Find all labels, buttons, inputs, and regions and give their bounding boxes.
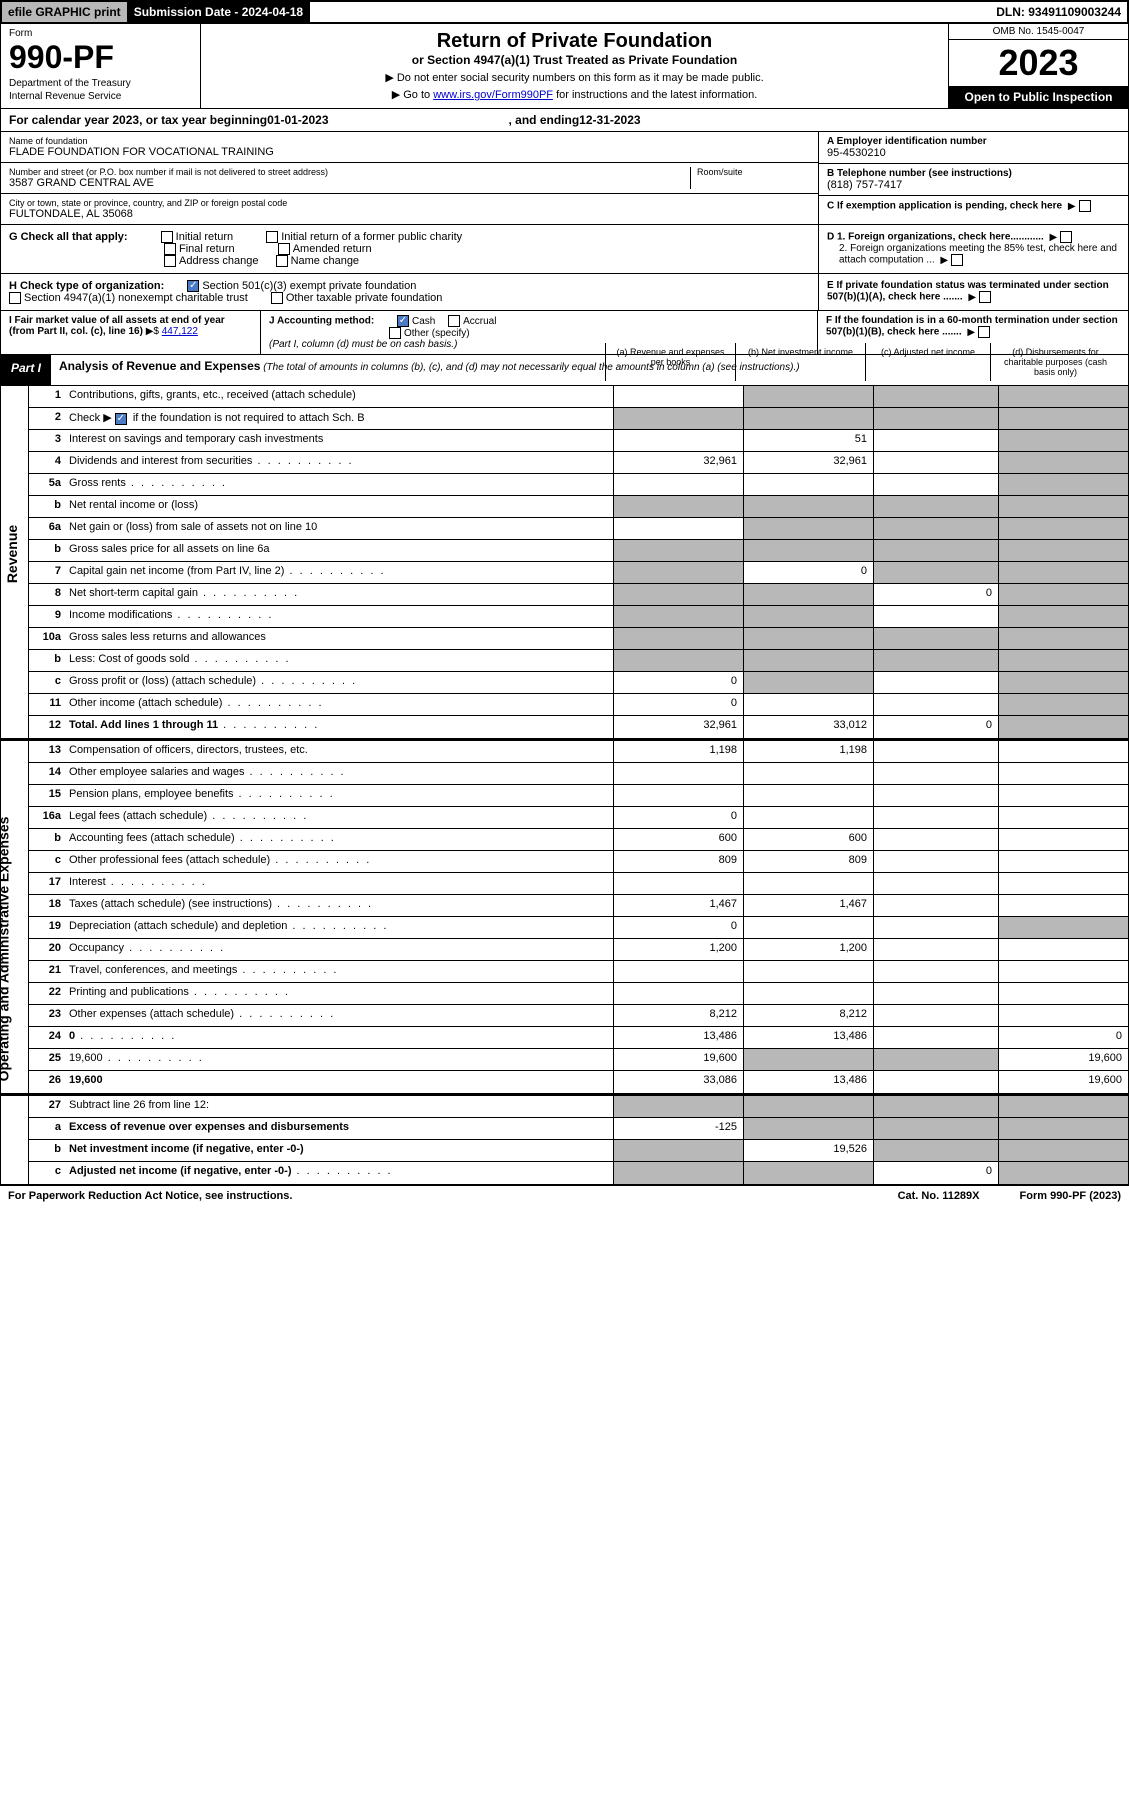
form-header: Form 990-PF Department of the Treasury I… (0, 24, 1129, 109)
check-section-g: G Check all that apply: Initial return I… (0, 225, 1129, 274)
opex-side-label: Operating and Administrative Expenses (0, 817, 11, 1082)
calendar-year-row: For calendar year 2023, or tax year begi… (0, 109, 1129, 132)
4947-checkbox[interactable] (9, 292, 21, 304)
final-return-checkbox[interactable] (164, 243, 176, 255)
d1-label: D 1. Foreign organizations, check here..… (827, 231, 1120, 243)
form-label: Form (9, 28, 192, 39)
exemption-pending-checkbox[interactable] (1079, 200, 1091, 212)
entity-info: Name of foundation FLADE FOUNDATION FOR … (0, 132, 1129, 225)
address-change-checkbox[interactable] (164, 255, 176, 267)
department: Department of the Treasury (9, 78, 192, 89)
cash-checkbox[interactable] (397, 315, 409, 327)
city-label: City or town, state or province, country… (9, 198, 810, 208)
revenue-side-label: Revenue (4, 525, 20, 583)
name-change-checkbox[interactable] (276, 255, 288, 267)
address: 3587 GRAND CENTRAL AVE (9, 177, 690, 189)
initial-return-checkbox[interactable] (161, 231, 173, 243)
initial-former-checkbox[interactable] (266, 231, 278, 243)
501c3-checkbox[interactable] (187, 280, 199, 292)
catalog-number: Cat. No. 11289X (898, 1190, 980, 1202)
schb-checkbox[interactable] (115, 413, 127, 425)
submission-date: Submission Date - 2024-04-18 (128, 2, 310, 22)
irs-label: Internal Revenue Service (9, 91, 192, 102)
foreign-org-checkbox[interactable] (1060, 231, 1072, 243)
col-c-header: (c) Adjusted net income (865, 343, 990, 381)
terminated-checkbox[interactable] (979, 291, 991, 303)
col-d-header: (d) Disbursements for charitable purpose… (990, 343, 1120, 381)
other-taxable-checkbox[interactable] (271, 292, 283, 304)
part1-title: Analysis of Revenue and Expenses (59, 359, 260, 373)
cash-basis-note: (Part I, column (d) must be on cash basi… (269, 339, 457, 350)
top-bar: efile GRAPHIC print Submission Date - 20… (0, 0, 1129, 24)
form-ref: Form 990-PF (2023) (1020, 1190, 1121, 1202)
part1-label: Part I (1, 355, 51, 385)
phone-label: B Telephone number (see instructions) (827, 168, 1120, 179)
omb-number: OMB No. 1545-0047 (949, 24, 1128, 40)
f-label: F If the foundation is in a 60-month ter… (826, 315, 1120, 338)
g-label: G Check all that apply: (9, 231, 128, 243)
goto-note: ▶ Go to www.irs.gov/Form990PF for instru… (207, 88, 942, 101)
ein-label: A Employer identification number (827, 136, 1120, 147)
exemption-pending-label: C If exemption application is pending, c… (827, 201, 1062, 212)
ssn-note: ▶ Do not enter social security numbers o… (207, 71, 942, 84)
form-number: 990-PF (9, 39, 192, 76)
form990pf-link[interactable]: www.irs.gov/Form990PF (433, 89, 553, 101)
tax-year: 2023 (949, 40, 1128, 86)
h-label: H Check type of organization: (9, 280, 164, 292)
revenue-table: Revenue 1Contributions, gifts, grants, e… (0, 386, 1129, 739)
fmv-value: 447,122 (162, 326, 198, 337)
foreign-85-checkbox[interactable] (951, 254, 963, 266)
line27-table: 27Subtract line 26 from line 12: aExcess… (0, 1094, 1129, 1185)
form-subtitle: or Section 4947(a)(1) Trust Treated as P… (207, 53, 942, 67)
part1-note: (The total of amounts in columns (b), (c… (263, 362, 799, 373)
d2-label: 2. Foreign organizations meeting the 85%… (827, 243, 1120, 266)
amended-return-checkbox[interactable] (278, 243, 290, 255)
foundation-name-label: Name of foundation (9, 136, 810, 146)
accounting-label: J Accounting method: (269, 316, 374, 327)
foundation-name: FLADE FOUNDATION FOR VOCATIONAL TRAINING (9, 146, 810, 158)
dln: DLN: 93491109003244 (990, 2, 1127, 22)
accrual-checkbox[interactable] (448, 315, 460, 327)
phone: (818) 757-7417 (827, 179, 1120, 191)
open-public-badge: Open to Public Inspection (949, 86, 1128, 108)
check-section-h: H Check type of organization: Section 50… (0, 274, 1129, 311)
part1-header: Part I Analysis of Revenue and Expenses … (0, 355, 1129, 386)
ein: 95-4530210 (827, 147, 1120, 159)
city-state-zip: FULTONDALE, AL 35068 (9, 208, 810, 220)
room-label: Room/suite (697, 167, 810, 177)
e-label: E If private foundation status was termi… (827, 280, 1120, 303)
60month-checkbox[interactable] (978, 326, 990, 338)
form-title: Return of Private Foundation (207, 30, 942, 53)
expenses-table: Operating and Administrative Expenses 13… (0, 739, 1129, 1094)
paperwork-notice: For Paperwork Reduction Act Notice, see … (8, 1190, 292, 1202)
address-label: Number and street (or P.O. box number if… (9, 167, 690, 177)
other-method-checkbox[interactable] (389, 327, 401, 339)
page-footer: For Paperwork Reduction Act Notice, see … (0, 1185, 1129, 1206)
efile-print-button[interactable]: efile GRAPHIC print (2, 2, 128, 22)
